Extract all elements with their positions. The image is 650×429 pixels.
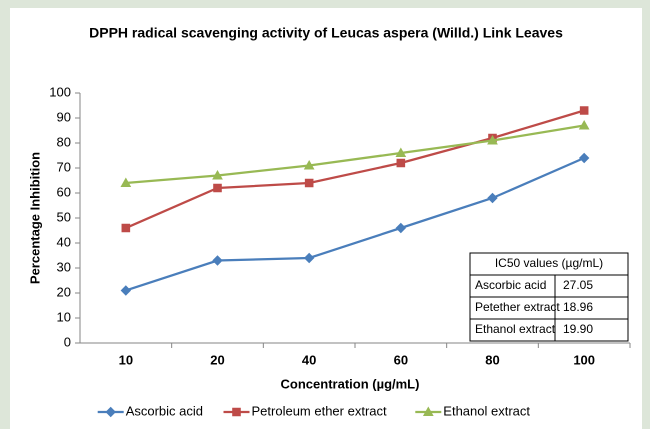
x-tick-label: 10 (119, 352, 133, 367)
data-point (212, 169, 223, 180)
series-line (125, 109, 585, 230)
x-tick-label: 80 (485, 352, 499, 367)
series-line (125, 156, 585, 292)
y-tick-label: 40 (57, 234, 71, 249)
data-point (120, 177, 132, 187)
data-point (303, 159, 315, 170)
chart-area (10, 8, 642, 429)
data-point (579, 106, 589, 115)
x-tick-label: 20 (210, 352, 224, 367)
y-tick-label: 90 (57, 109, 71, 124)
y-tick-label: 80 (57, 134, 71, 149)
data-point (121, 223, 131, 233)
table-cell: 27.05 (563, 278, 593, 292)
data-point (395, 222, 407, 234)
legend-marker (105, 406, 116, 418)
x-tick-label: 100 (573, 352, 595, 367)
data-point (213, 183, 222, 193)
y-tick-label: 50 (57, 209, 71, 224)
data-point (395, 147, 407, 157)
y-tick-label: 70 (57, 159, 71, 174)
y-tick-label: 30 (57, 259, 71, 274)
table-cell: 18.96 (563, 300, 593, 314)
x-tick-label: 60 (394, 352, 408, 367)
data-point (578, 119, 590, 130)
series-line (125, 124, 585, 185)
y-axis-label: Percentage Inhibition (27, 152, 42, 284)
x-tick-label: 40 (302, 352, 316, 367)
chart-title: DPPH radical scavenging activity of Leuc… (89, 25, 563, 41)
table-cell: Ascorbic acid (475, 278, 546, 292)
data-point (396, 158, 406, 168)
y-tick-label: 60 (57, 184, 71, 199)
y-tick-label: 10 (57, 309, 71, 324)
data-point (304, 178, 314, 188)
legend-label: Petroleum ether extract (252, 403, 388, 418)
data-point (578, 152, 590, 164)
data-point (303, 252, 315, 264)
y-tick-label: 20 (57, 284, 71, 299)
table-cell: Petether extract (475, 300, 560, 314)
table-cell: Ethanol extract (475, 322, 556, 336)
x-axis-label: Concentration (µg/mL) (281, 376, 420, 391)
legend-label: Ascorbic acid (126, 403, 203, 418)
data-point (487, 192, 498, 204)
table-cell: 19.90 (563, 322, 593, 336)
legend-marker (232, 407, 241, 417)
table-header: IC50 values (µg/mL) (495, 256, 603, 270)
data-point (120, 285, 132, 296)
legend-marker (422, 406, 434, 416)
y-tick-label: 100 (49, 84, 71, 99)
data-point (487, 134, 498, 145)
data-point (212, 255, 223, 266)
y-tick-label: 0 (64, 334, 71, 349)
legend-label: Ethanol extract (443, 403, 530, 418)
